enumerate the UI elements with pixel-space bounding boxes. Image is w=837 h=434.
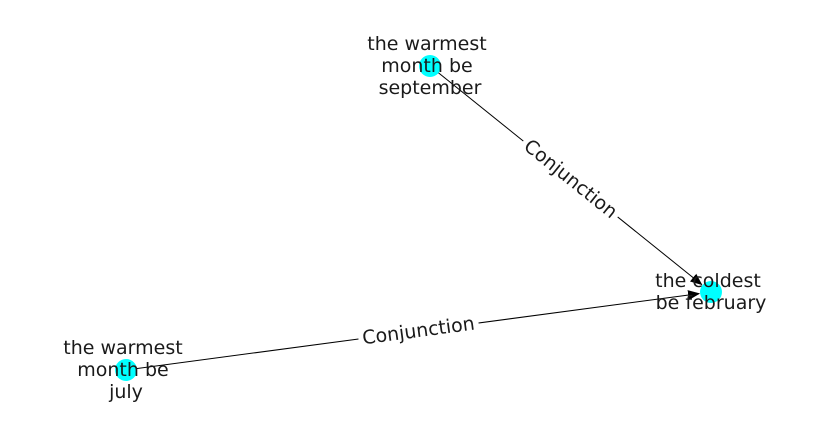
node-label: the warmest month be july <box>63 331 188 403</box>
edge-jul-feb: Conjunction <box>125 290 701 371</box>
node-jul: the warmest month be july <box>63 331 188 403</box>
node-circle <box>419 55 441 77</box>
node-label-line: the coldest <box>655 270 761 292</box>
node-label-line: month be <box>381 55 472 77</box>
node-sep: the warmest month be september <box>367 27 492 99</box>
edge-label: Conjunction <box>361 313 476 350</box>
node-label-line: be february <box>656 292 767 314</box>
edge-label-group: Conjunction <box>515 131 626 227</box>
node-label-line: july <box>108 381 143 403</box>
node-feb: the coldest be february <box>655 264 767 314</box>
node-label-line: september <box>379 77 482 99</box>
node-label-line: month be <box>77 359 168 381</box>
node-label-line: the warmest <box>367 33 486 55</box>
node-circle <box>115 359 137 381</box>
node-label-line: the warmest <box>63 337 182 359</box>
edge-label: Conjunction <box>520 135 622 223</box>
node-label: the coldest be february <box>655 264 767 314</box>
edge-label-background <box>515 131 626 227</box>
node-label: the warmest month be september <box>367 27 492 99</box>
edge-label-background <box>356 311 481 351</box>
edge-label-group: Conjunction <box>356 311 481 351</box>
node-circle <box>700 281 722 303</box>
